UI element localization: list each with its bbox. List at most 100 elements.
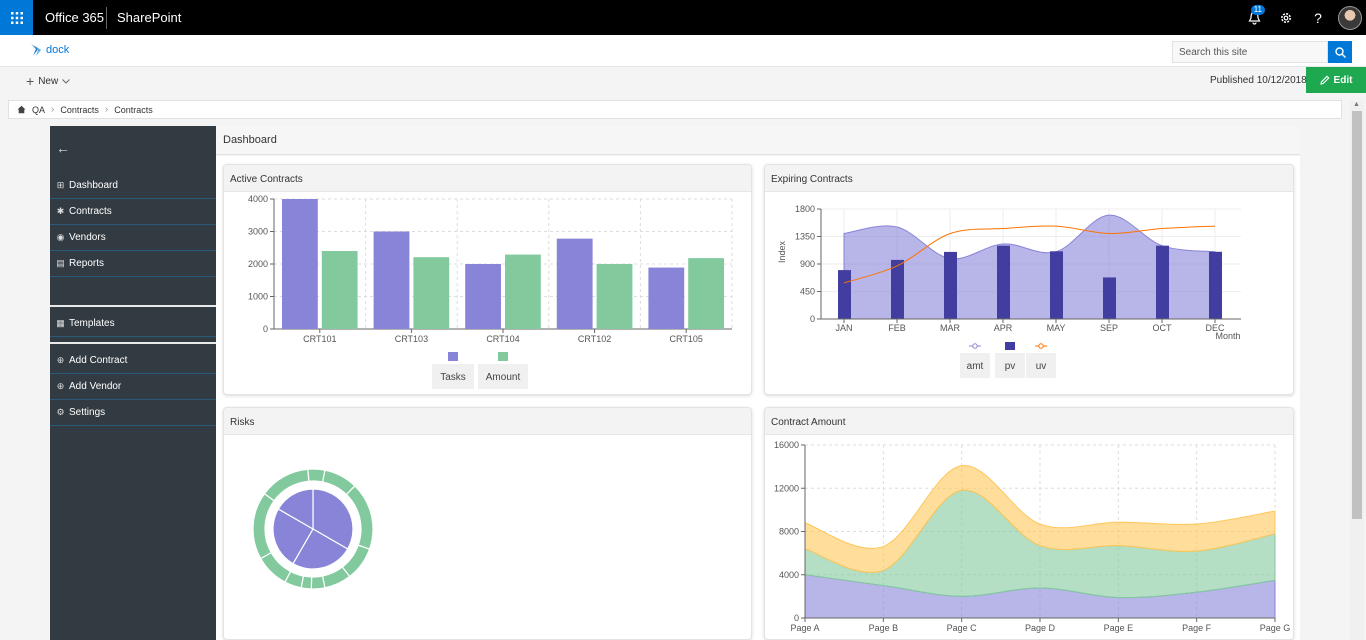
x-tick-label: Page E [1104,623,1134,633]
y-tick-label: 12000 [774,483,799,493]
dashboard-icon: ⊞ [56,180,65,190]
risks-card: Risks [223,407,752,640]
y-tick-label: 900 [800,259,815,269]
nav-item-label: Add Contract [69,355,128,366]
contracts-icon: ✱ [56,206,65,216]
page-scrollbar[interactable]: ▲ [1350,101,1364,640]
add-icon: ⊕ [56,381,65,391]
active-contracts-card: Active Contracts 0 1000 2000 3000 4000 CRT101… [223,164,752,395]
y-tick-label: 1000 [248,292,268,302]
bar [1209,251,1222,319]
x-tick-label: CRT103 [395,334,428,344]
edit-button-label: Edit [1333,74,1353,86]
nav-item-label: Reports [69,258,105,269]
nav-item-settings[interactable]: ⚙ Settings [50,400,216,426]
nav-item-label: Vendors [69,232,106,243]
command-bar: + New Published 10/12/2018 Edit [0,66,1366,93]
suite-bar: Office 365 SharePoint 11 ? [0,0,1366,35]
back-arrow-icon[interactable]: ← [56,140,70,156]
chevron-right-icon: › [104,104,109,115]
user-avatar[interactable] [1338,5,1362,30]
app-launcher-button[interactable] [0,0,33,35]
nav-item-add-contract[interactable]: ⊕ Add Contract [50,348,216,374]
bar [556,238,593,329]
notifications-button[interactable]: 11 [1238,0,1270,35]
scrollbar-thumb[interactable] [1352,111,1362,519]
pencil-icon [1319,75,1330,85]
page-title: Dashboard [216,126,1300,155]
breadcrumb: QA › Contracts › Contracts [8,100,1342,119]
settings-button[interactable] [1270,0,1302,35]
legend-label: uv [1036,361,1047,372]
bar [1050,251,1063,319]
x-tick-label: Page D [1025,623,1056,633]
x-tick-label: MAR [940,323,961,333]
breadcrumb-item-contracts-current[interactable]: Contracts [114,104,153,115]
nav-divider [50,305,216,307]
bar [321,251,358,329]
chevron-down-icon [62,78,71,84]
pie-slice [277,488,314,531]
chevron-right-icon: › [51,104,55,115]
legend-label: pv [1005,361,1016,372]
legend-label: amt [967,361,984,372]
search-button[interactable] [1328,41,1352,63]
site-logo[interactable]: dock [30,43,69,57]
expiring-contracts-card: Expiring Contracts 0 450 900 1350 1800 JAN FEB… [764,164,1294,395]
new-button[interactable]: + New [26,73,71,89]
y-tick-label: 8000 [779,527,799,537]
notification-count-badge: 11 [1250,5,1265,15]
pie-slice [312,488,354,550]
main-content: Dashboard Active Contracts 0 1000 2000 3000… [216,126,1300,640]
x-tick-label: CRT101 [303,334,336,344]
y-tick-label: 450 [800,287,815,297]
x-tick-label: CRT102 [578,334,611,344]
expiring-contracts-chart: 0 450 900 1350 1800 JAN FEB MAR APR MAY SEP OCT DECM… [777,204,1241,378]
bar [413,257,450,329]
y-tick-label: 1800 [795,204,815,214]
plus-icon: + [26,73,35,89]
y-tick-label: 4000 [779,570,799,580]
nav-item-add-vendor[interactable]: ⊕ Add Vendor [50,374,216,400]
templates-icon: ▦ [56,318,65,328]
bar [688,258,724,329]
pie-ring-slice [307,468,326,483]
bar [465,264,501,329]
nav-item-vendors[interactable]: ◉ Vendors [50,225,216,251]
nav-item-contracts[interactable]: ✱ Contracts [50,199,216,225]
nav-item-reports[interactable]: ▤ Reports [50,251,216,277]
add-icon: ⊕ [56,355,65,365]
legend-item [995,353,1025,378]
office-365-link[interactable]: Office 365 [45,10,105,25]
left-navigation: ← ⊞ Dashboard ✱ Contracts ◉ Vendors ▤ Re… [50,126,216,640]
bar [838,270,851,319]
y-tick-label: 16000 [774,440,799,450]
legend-label: Tasks [440,372,466,383]
sharepoint-link[interactable]: SharePoint [117,10,182,25]
nav-item-dashboard[interactable]: ⊞ Dashboard [50,173,216,199]
breadcrumb-item-qa[interactable]: QA [32,104,46,115]
scroll-up-icon[interactable]: ▲ [1353,101,1360,108]
card-title: Expiring Contracts [765,165,1293,192]
card-title: Active Contracts [224,165,751,192]
edit-button[interactable]: Edit [1306,67,1366,93]
area-series [804,465,1276,573]
breadcrumb-item-contracts[interactable]: Contracts [60,104,99,115]
x-tick-label: MAY [1047,323,1066,333]
x-tick-label: SEP [1100,323,1118,333]
legend-swatch [498,352,508,361]
published-status: Published 10/12/2018 [1210,75,1307,86]
x-tick-label: Page B [869,623,899,633]
legend-swatch [1005,342,1015,350]
site-search-input[interactable]: Search this site [1172,41,1328,63]
reports-icon: ▤ [56,258,65,268]
bar [505,254,541,329]
nav-item-templates[interactable]: ▦ Templates [50,311,216,337]
x-tick-label: Page G [1260,623,1291,633]
nav-item-label: Templates [69,318,115,329]
nav-divider [50,342,216,344]
bar [891,259,904,319]
waffle-icon [10,11,23,24]
bar [282,199,318,329]
help-button[interactable]: ? [1302,0,1334,35]
